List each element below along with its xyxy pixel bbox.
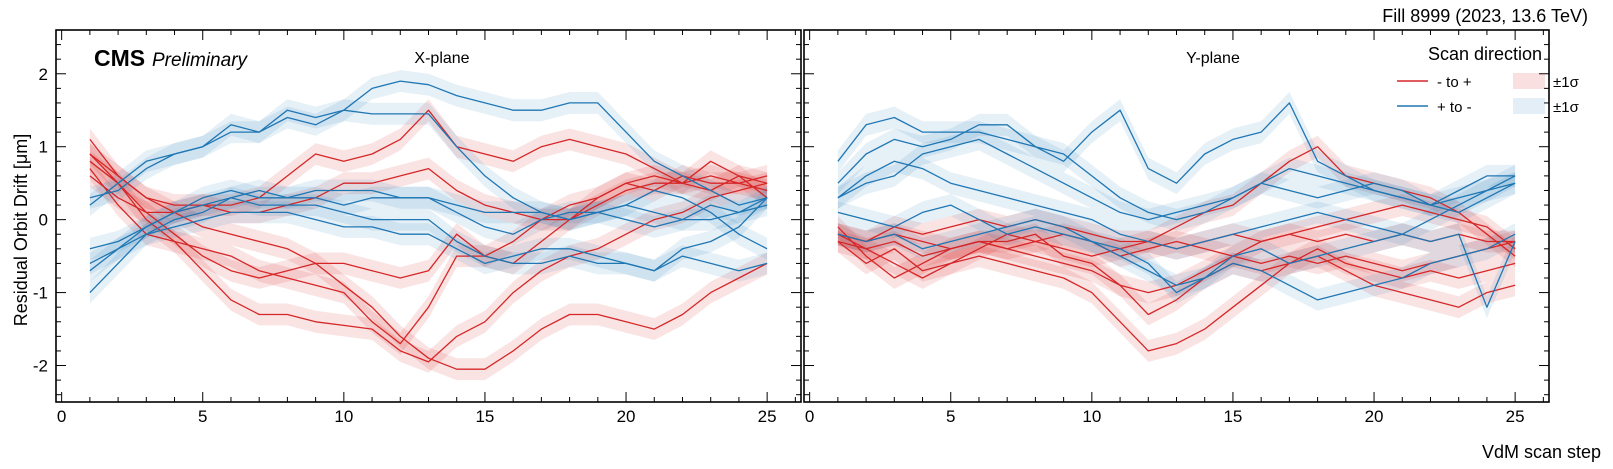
y-plane-lines <box>837 102 1516 352</box>
y-plane-panel: 0 5 10 15 20 25 Y-plane <box>803 29 1550 426</box>
x-plane-band-7 <box>89 99 768 260</box>
x-plane-series-line-1 <box>89 153 768 363</box>
preliminary-label: Preliminary <box>152 50 249 71</box>
x-plane-x-tick-label: 15 <box>475 407 494 426</box>
x-plane-bands <box>89 70 768 381</box>
y-plane-band-11 <box>837 150 1516 260</box>
y-plane-band-9 <box>837 194 1516 319</box>
x-plane-band-8 <box>89 179 768 260</box>
x-plane-band-6 <box>89 70 768 216</box>
y-tick-label: 1 <box>39 138 48 157</box>
y-plane-x-tick-label: 0 <box>805 407 814 426</box>
y-plane-series-line-7 <box>837 102 1516 214</box>
x-plane-x-tick-label: 25 <box>758 407 777 426</box>
y-plane-x-tick-label: 15 <box>1223 407 1242 426</box>
y-tick-label: 2 <box>39 65 48 84</box>
y-plane-series-line-8 <box>837 138 1516 221</box>
y-plane-axes: 0 5 10 15 20 25 <box>803 29 1550 426</box>
legend-label-plus-to-minus: + to - <box>1437 99 1472 116</box>
x-plane-lines <box>89 80 768 370</box>
y-axis-label: Residual Orbit Drift [μm] <box>11 134 31 326</box>
legend: Scan direction - to + + to - ±1σ ±1σ <box>1397 44 1580 116</box>
y-plane-x-tick-label: 25 <box>1506 407 1525 426</box>
legend-label-minus-to-plus: - to + <box>1437 74 1472 91</box>
x-plane-series-line-11 <box>89 189 768 264</box>
y-plane-x-tick-label: 20 <box>1365 407 1384 426</box>
y-tick-label: -2 <box>33 357 48 376</box>
y-plane-band-5 <box>837 223 1516 282</box>
x-plane-band-2 <box>89 157 768 355</box>
x-plane-band-4 <box>89 99 768 224</box>
x-plane-band-5 <box>89 143 768 231</box>
x-plane-band-11 <box>89 179 768 275</box>
legend-title: Scan direction <box>1428 44 1542 64</box>
y-plane-x-tick-label: 5 <box>946 407 955 426</box>
y-plane-title: Y-plane <box>1186 50 1240 67</box>
y-plane-band-2 <box>837 208 1516 260</box>
x-plane-x-tick-label: 0 <box>57 407 66 426</box>
x-plane-band-9 <box>89 186 768 282</box>
x-plane-series-line-7 <box>89 109 768 250</box>
y-plane-x-tick-label: 10 <box>1082 407 1101 426</box>
x-axis-label: VdM scan step <box>1482 442 1601 462</box>
y-plane-band-3 <box>837 194 1516 304</box>
x-plane-band-0 <box>89 128 768 381</box>
legend-band-label-minus-to-plus: ±1σ <box>1553 74 1580 91</box>
x-plane-series-line-0 <box>89 139 768 370</box>
fill-label: Fill 8999 (2023, 13.6 TeV) <box>1382 6 1588 26</box>
cms-label: CMS <box>94 45 145 71</box>
y-tick-label: 0 <box>39 211 48 230</box>
x-plane-series-line-10 <box>89 197 768 294</box>
x-plane-band-10 <box>89 186 768 304</box>
y-plane-band-4 <box>837 135 1516 289</box>
x-plane-band-1 <box>89 143 768 373</box>
legend-band-label-plus-to-minus: ±1σ <box>1553 99 1580 116</box>
x-plane-series-line-2 <box>89 168 768 345</box>
legend-band-minus-to-plus <box>1513 73 1545 89</box>
y-plane-band-6 <box>837 106 1516 231</box>
x-plane-x-tick-label: 20 <box>617 407 636 426</box>
x-plane-x-tick-label: 5 <box>198 407 207 426</box>
legend-band-plus-to-minus <box>1513 98 1545 114</box>
y-plane-series-line-11 <box>837 160 1516 250</box>
y-plane-series-line-10 <box>837 218 1516 301</box>
y-tick-label: -1 <box>33 284 48 303</box>
y-plane-series-line-5 <box>837 233 1516 272</box>
x-plane-title: X-plane <box>414 50 469 67</box>
x-plane-x-tick-label: 10 <box>334 407 353 426</box>
x-plane-band-3 <box>89 150 768 289</box>
